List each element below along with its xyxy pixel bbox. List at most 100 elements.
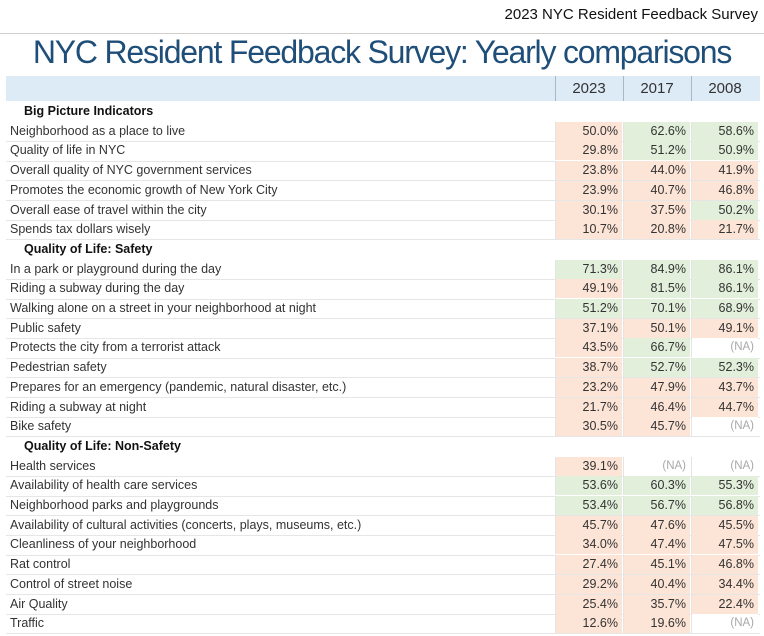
table-row: Walking alone on a street in your neighb…: [0, 299, 764, 319]
table-row: Riding a subway during the day 49.1% 81.5%…: [0, 279, 764, 299]
table-row: Rat control 27.4% 45.1% 46.8%: [0, 555, 764, 575]
row-label: Control of street noise: [10, 576, 133, 591]
row-label: Overall ease of travel within the city: [10, 202, 207, 217]
value-cell-2008: 50.2%: [691, 200, 758, 220]
table-row: Quality of life in NYC 29.8% 51.2% 50.9%: [0, 141, 764, 161]
value-cell-2023: 45.7%: [555, 515, 622, 535]
row-label: Riding a subway during the day: [10, 281, 185, 296]
column-header-2023: 2023: [572, 80, 606, 97]
value-cell-2023: 37.1%: [555, 318, 622, 338]
value-cell-2023: 34.0%: [555, 535, 622, 555]
value-cell-2008: (NA): [691, 417, 758, 437]
row-divider: [6, 613, 760, 615]
row-label: Bike safety: [10, 419, 72, 434]
value-cell-2023: 23.9%: [555, 180, 622, 200]
table-row: Overall ease of travel within the city 30…: [0, 200, 764, 221]
value-cell-2023: 21.7%: [555, 397, 622, 417]
value-cell-2017: 47.6%: [623, 515, 690, 535]
row-label: Overall quality of NYC government servic…: [10, 163, 252, 178]
value-cell-2017: 50.1%: [623, 318, 690, 338]
row-divider: [6, 515, 760, 517]
row-divider: [6, 239, 760, 241]
row-divider: [6, 397, 760, 398]
table-row: Availability of cultural activities (con…: [0, 515, 764, 536]
row-label: Riding a subway at night: [10, 399, 147, 414]
row-divider: [6, 200, 760, 201]
row-label: Public safety: [10, 320, 81, 335]
value-cell-2008: 21.7%: [691, 220, 758, 240]
table-row: Bike safety 30.5% 45.7% (NA): [0, 417, 764, 437]
value-cell-2008: 41.9%: [691, 161, 758, 181]
value-cell-2008: 46.8%: [691, 555, 758, 575]
table-row: Cleanliness of your neighborhood 34.0% 47.…: [0, 535, 764, 555]
row-divider: [6, 337, 760, 339]
section-title: Quality of Life: Safety: [24, 241, 153, 256]
row-label: Health services: [10, 458, 96, 473]
column-separator: [555, 76, 556, 101]
table-row: Protects the city from a terrorist attac…: [0, 338, 764, 358]
value-cell-2008: 55.3%: [691, 476, 758, 496]
row-label: Prepares for an emergency (pandemic, nat…: [10, 379, 347, 394]
section-title: Quality of Life: Non-Safety: [24, 438, 181, 453]
row-label: Spends tax dollars wisely: [10, 222, 151, 237]
value-cell-2017: 40.7%: [623, 180, 690, 200]
table-row: Traffic 12.6% 19.6% (NA): [0, 614, 764, 634]
value-cell-2017: 66.7%: [623, 338, 690, 358]
value-cell-2008: (NA): [691, 614, 758, 634]
value-cell-2023: 51.2%: [555, 299, 622, 318]
row-label: Air Quality: [10, 596, 68, 611]
value-cell-2017: 60.3%: [623, 476, 690, 496]
value-cell-2017: 45.7%: [623, 417, 690, 437]
value-cell-2023: 39.1%: [555, 456, 622, 476]
value-cell-2023: 53.4%: [555, 496, 622, 515]
row-divider: [6, 534, 760, 536]
value-cell-2008: 34.4%: [691, 574, 758, 594]
value-cell-2023: 23.8%: [555, 161, 622, 181]
row-label: In a park or playground during the day: [10, 261, 222, 276]
value-cell-2017: 47.4%: [623, 535, 690, 555]
value-cell-2017: 52.7%: [623, 358, 690, 378]
value-cell-2023: 38.7%: [555, 358, 622, 378]
row-divider: [6, 475, 760, 477]
value-cell-2008: 47.5%: [691, 535, 758, 555]
column-header-2017: 2017: [640, 80, 674, 97]
value-cell-2008: (NA): [691, 338, 758, 358]
row-divider: [6, 357, 760, 359]
value-cell-2017: 70.1%: [623, 299, 690, 318]
value-cell-2008: 46.8%: [691, 180, 758, 200]
table-row: Availability of health care services 53.6…: [0, 476, 764, 496]
value-cell-2008: 49.1%: [691, 318, 758, 338]
value-cell-2008: 45.5%: [691, 515, 758, 535]
value-cell-2008: 56.8%: [691, 496, 758, 515]
row-label: Availability of cultural activities (con…: [10, 517, 362, 532]
row-divider: [6, 278, 760, 280]
value-cell-2008: 86.1%: [691, 279, 758, 299]
row-divider: [6, 318, 760, 320]
report-tag: 2023 NYC Resident Feedback Survey: [504, 6, 758, 23]
value-cell-2017: 44.0%: [623, 161, 690, 181]
value-cell-2023: 30.5%: [555, 417, 622, 437]
table-row: Neighborhood as a place to live 50.0% 62.6…: [0, 121, 764, 142]
row-divider: [6, 298, 760, 300]
value-cell-2023: 50.0%: [555, 121, 622, 141]
value-cell-2008: 22.4%: [691, 594, 758, 614]
row-divider: [6, 416, 760, 418]
value-cell-2008: 44.7%: [691, 397, 758, 417]
value-cell-2017: 84.9%: [623, 259, 690, 279]
row-label: Cleanliness of your neighborhood: [10, 537, 197, 552]
row-label: Neighborhood parks and playgrounds: [10, 498, 219, 512]
value-cell-2023: 25.4%: [555, 594, 622, 614]
section-header: Quality of Life: Safety: [0, 240, 764, 260]
page-title: NYC Resident Feedback Survey: Yearly com…: [32, 34, 733, 70]
row-divider: [6, 219, 760, 221]
row-label: Traffic: [10, 616, 45, 631]
row-label: Availability of health care services: [10, 478, 198, 493]
header-divider: [0, 33, 764, 34]
table-row: Control of street noise 29.2% 40.4% 34.4%: [0, 574, 764, 595]
value-cell-2017: 35.7%: [623, 594, 690, 614]
row-divider: [6, 594, 760, 595]
row-divider: [6, 633, 760, 635]
row-label: Rat control: [10, 557, 71, 572]
value-cell-2008: 43.7%: [691, 377, 758, 397]
row-divider: [6, 140, 760, 142]
